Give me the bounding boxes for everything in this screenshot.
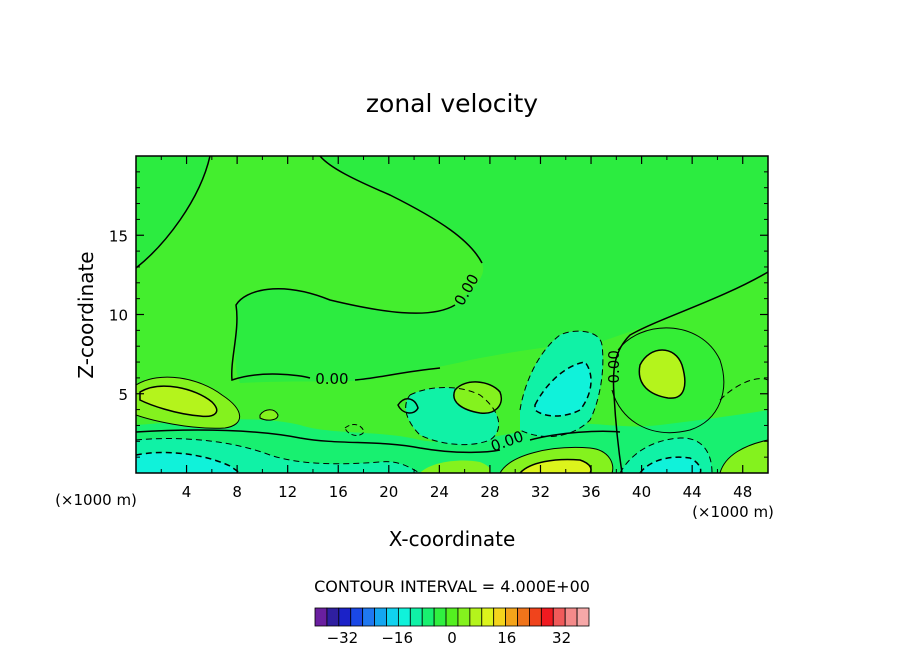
chart-title: zonal velocity [366,89,538,118]
negative-contour [519,330,604,438]
zero-contour [529,430,621,441]
x-unit-left: (×1000 m) [55,491,137,509]
x-tick-label: 40 [632,483,651,501]
colorbar-swatch [433,607,447,627]
x-tick-label: 24 [430,483,449,501]
colorbar-swatch [493,607,507,627]
colorbar-swatch [517,607,530,627]
contour-interval-text: CONTOUR INTERVAL = 4.000E+00 [314,577,590,596]
right-negative-minimum [640,457,701,473]
y-axis-label: Z-coordinate [74,251,98,378]
small-positive-blob [260,409,278,421]
colorbar-swatch [469,607,483,627]
colorbar-tick-label: 32 [552,629,571,647]
colorbar-swatch [505,607,518,627]
colorbar-swatch [576,607,590,627]
colorbar-swatch [314,607,328,627]
negative-contour [136,438,421,473]
y-tick-label: 15 [109,227,128,245]
upper-positive-region [136,156,768,383]
colorbar-tick-label: 16 [497,629,516,647]
positive-contour [259,409,279,421]
bottom-positive-maximum [520,459,591,473]
small-positive-blob [453,381,502,414]
x-tick-label: 16 [329,483,348,501]
bottom-negative-band [136,410,768,473]
negative-contour [639,456,702,473]
x-tick-label: 8 [232,483,242,501]
x-tick-label: 44 [683,483,702,501]
colorbar-swatch [552,607,566,627]
x-tick-label: 32 [531,483,550,501]
contour-label: 0.00 [605,350,623,383]
x-tick-label: 48 [733,483,752,501]
colorbar-tick-label: −16 [381,629,413,647]
positive-contour [499,447,614,473]
negative-contour [719,378,768,401]
negative-contour [136,451,241,473]
left-bottom-positive [420,460,491,473]
positive-contour [136,376,241,429]
colorbar-swatch [409,607,423,627]
bottom-right-positive [720,440,768,473]
y-axis: 5 10 15 [109,171,768,458]
zero-contour [354,367,441,381]
positive-contour [719,439,768,473]
negative-contour [619,437,713,473]
zero-contour [230,288,456,382]
colorbar-swatch [457,607,471,627]
y-tick-label: 5 [118,386,128,404]
colorbar-swatch [481,607,495,627]
zero-contour [136,156,211,269]
colorbar-swatch [529,607,542,627]
positive-contour [638,349,686,399]
negative-contour [534,361,592,417]
colorbar-swatch [338,607,352,627]
x-tick-label: 12 [278,483,297,501]
colorbar-swatch [397,607,411,627]
contour-field: 0.000.000.000.00 [136,156,768,473]
x-tick-label: 28 [480,483,499,501]
colorbar-swatch [540,607,554,627]
colorbar-swatch [421,607,435,627]
x-tick-label: 20 [379,483,398,501]
x-tick-label: 36 [581,483,600,501]
right-positive-maximum [639,350,685,399]
colorbar-swatch [374,607,387,627]
x-unit-right: (×1000 m) [692,503,774,521]
colorbar-swatch [445,607,459,627]
zero-contour [136,429,501,454]
x-axis: 4 8 12 16 20 24 28 32 36 40 44 48 [160,156,752,501]
colorbar-swatch [350,607,364,627]
mid-negative-core [535,362,592,416]
x-tick-label: 4 [182,483,192,501]
colorbar-swatch [362,607,375,627]
zero-contour [397,398,419,414]
zero-contour [612,271,768,473]
negative-contour [405,387,500,445]
colorbar-tick-label: −32 [327,629,359,647]
positive-contour [139,385,218,418]
contour-label: 0.00 [315,370,348,388]
y-tick-label: 10 [109,307,128,325]
x-axis-label: X-coordinate [389,527,516,551]
colorbar-swatch [564,607,578,627]
colorbar: −32 −16 0 16 32 [314,607,590,647]
colorbar-swatch [326,607,340,627]
zero-contour [319,156,483,264]
positive-contour [453,381,502,414]
left-negative-minimum [136,452,240,473]
colorbar-tick-label: 0 [447,629,457,647]
colorbar-swatch [386,607,399,627]
